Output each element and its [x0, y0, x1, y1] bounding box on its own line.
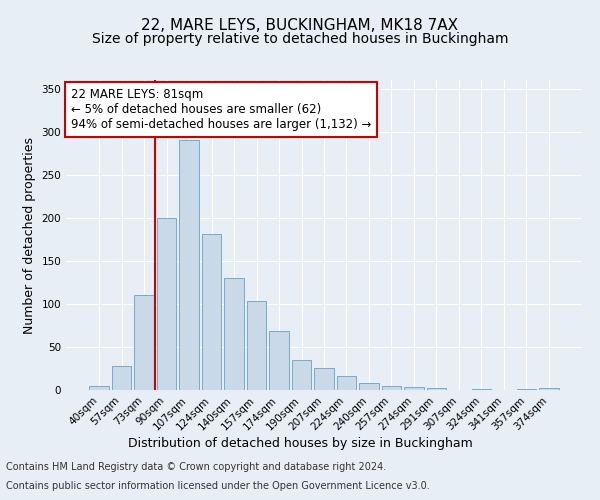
Bar	[247, 302, 266, 390]
Text: 22, MARE LEYS, BUCKINGHAM, MK18 7AX: 22, MARE LEYS, BUCKINGHAM, MK18 7AX	[142, 18, 458, 32]
Text: Distribution of detached houses by size in Buckingham: Distribution of detached houses by size …	[128, 438, 472, 450]
Text: Contains HM Land Registry data © Crown copyright and database right 2024.: Contains HM Land Registry data © Crown c…	[6, 462, 386, 472]
Bar	[472, 389, 491, 390]
Bar	[359, 383, 379, 390]
Bar	[404, 388, 424, 390]
Text: Contains public sector information licensed under the Open Government Licence v3: Contains public sector information licen…	[6, 481, 430, 491]
Bar	[269, 332, 289, 390]
Bar	[427, 388, 446, 390]
Y-axis label: Number of detached properties: Number of detached properties	[23, 136, 36, 334]
Text: Size of property relative to detached houses in Buckingham: Size of property relative to detached ho…	[92, 32, 508, 46]
Bar	[157, 218, 176, 390]
Bar	[89, 386, 109, 390]
Bar	[202, 234, 221, 390]
Bar	[517, 389, 536, 390]
Bar	[382, 386, 401, 390]
Bar	[112, 366, 131, 390]
Bar	[314, 368, 334, 390]
Text: 22 MARE LEYS: 81sqm
← 5% of detached houses are smaller (62)
94% of semi-detache: 22 MARE LEYS: 81sqm ← 5% of detached hou…	[71, 88, 371, 130]
Bar	[337, 376, 356, 390]
Bar	[134, 296, 154, 390]
Bar	[539, 388, 559, 390]
Bar	[224, 278, 244, 390]
Bar	[179, 140, 199, 390]
Bar	[292, 360, 311, 390]
